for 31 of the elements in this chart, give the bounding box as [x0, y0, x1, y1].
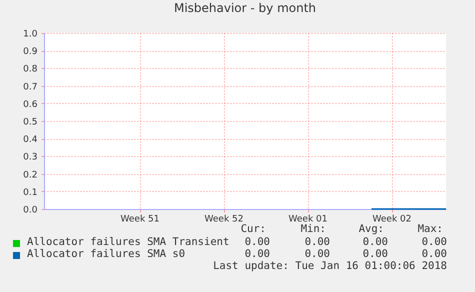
text: Max:: [418, 223, 443, 235]
text: Last update: Tue Jan 16 01:00:06 2018: [213, 260, 447, 272]
text: 0.00: [304, 236, 330, 248]
text: 0.00: [422, 236, 447, 248]
text: Min:: [300, 223, 326, 235]
x-tick-label: Week 52: [204, 214, 244, 224]
y-tick-label: 0.8: [23, 64, 38, 75]
y-tick-label: 1.0: [23, 30, 38, 40]
x-tick-label: Week 51: [120, 214, 160, 224]
text: 0.00: [362, 236, 388, 248]
text: 0.00: [244, 236, 270, 248]
y-tick-label: 0.2: [23, 170, 38, 180]
y-tick-label: 0.0: [23, 206, 38, 216]
text: Avg:: [358, 223, 384, 235]
y-tick-label: 0.9: [23, 47, 38, 58]
text: 0.00: [362, 248, 388, 260]
text: 0.00: [244, 248, 270, 260]
text: 0.00: [304, 248, 330, 260]
x-tick-label: Week 02: [372, 214, 412, 224]
chart-title: Misbehavior - by month: [174, 1, 316, 15]
y-tick-label: 0.3: [23, 152, 38, 163]
y-tick-label: 0.4: [23, 135, 38, 146]
y-tick-label: 0.5: [23, 118, 38, 128]
text: Cur:: [240, 223, 266, 235]
legend-label: Allocator failures SMA Transient: [27, 236, 230, 248]
text: 0.00: [422, 248, 447, 260]
y-tick-label: 0.1: [23, 188, 38, 198]
y-tick-label: 0.6: [23, 100, 38, 110]
y-tick-label: 0.7: [23, 82, 38, 92]
x-tick-label: Week 01: [288, 214, 328, 224]
legend-label: Allocator failures SMA s0: [27, 248, 186, 260]
